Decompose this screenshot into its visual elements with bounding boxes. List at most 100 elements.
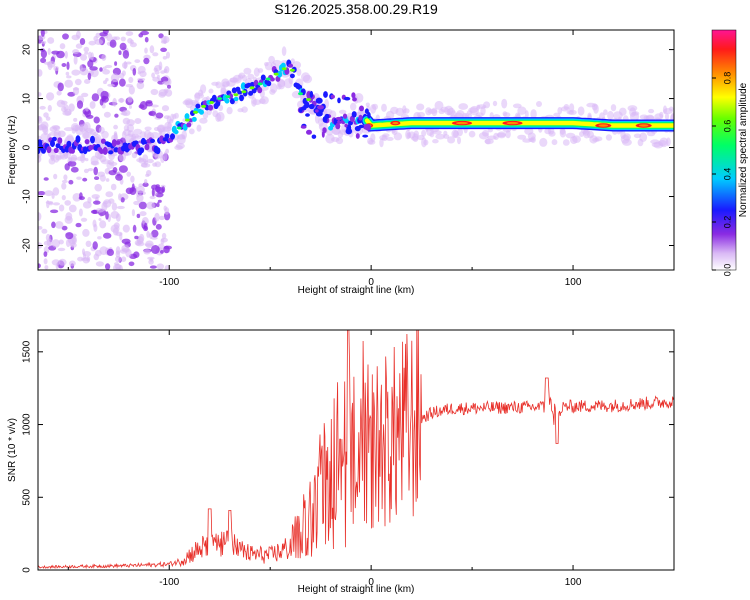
noise-blob [138,104,145,109]
noise-blob [103,80,107,85]
ridge-halo [141,163,151,168]
transition-blob [306,129,312,135]
ridge-halo [666,137,671,147]
ridge-halo [372,103,378,110]
noise-blob [57,82,64,92]
noise-blob [162,80,170,85]
ridge-cell [240,82,246,90]
noise-blob [65,212,73,221]
colorbar-gradient [711,29,737,271]
noise-blob [138,33,144,38]
noise-blob [73,117,78,122]
ridge-cell [233,96,239,102]
spectrogram-frame [37,29,675,271]
ridge-halo [421,129,427,137]
ridge-halo [416,103,425,111]
noise-blob [41,40,47,45]
transition-blob [365,124,372,131]
ridge-halo [49,131,60,136]
transition-blob [300,125,307,129]
noise-blob [100,90,109,100]
ridge-cell [199,109,204,115]
ridge-halo [484,138,494,145]
noise-blob [44,265,49,270]
noise-blob [118,72,125,79]
colorbar: 0.0 0.2 0.4 0.6 0.8 Normalized spectral ampl… [711,29,749,276]
transition-blob [342,113,348,119]
noise-blob [116,205,125,210]
ridge-halo [379,138,384,148]
noise-blob [85,240,92,247]
noise-blob [99,98,104,106]
transition-blob [315,109,319,113]
noise-blob [112,227,119,236]
noise-blob [114,61,118,66]
noise-blob [129,42,137,48]
ridge-halo [370,133,376,143]
noise-blob [126,119,135,127]
ridge-cell [164,133,170,139]
noise-blob [151,72,156,79]
noise-blob [145,173,150,177]
ridge-halo [226,106,233,115]
ridge-cell [335,122,341,130]
noise-blob [150,104,159,108]
noise-blob [137,77,146,82]
noise-blob [125,84,134,88]
transition-blob [311,134,317,139]
noise-blob [161,186,166,193]
noise-blob [88,51,92,60]
transition-blob [330,94,335,99]
transition-blob [355,133,360,139]
noise-blob [120,36,126,42]
ridge-cell [46,146,52,154]
noise-blob [82,177,88,182]
transition-blob [315,97,323,104]
ridge-halo [403,108,410,114]
ridge-halo [243,67,252,75]
noise-blob [155,223,162,230]
noise-blob [91,93,100,102]
noise-blob [152,76,160,82]
ridge-cell [155,147,161,155]
noise-blob [101,202,108,212]
noise-blob [163,205,167,211]
noise-blob [61,225,68,231]
ridge-halo [619,107,627,116]
noise-blob [83,46,90,53]
noise-blob [47,37,55,44]
ridge-halo [386,136,394,141]
noise-blob [121,256,127,263]
noise-blob [109,39,117,48]
noise-blob [70,242,77,248]
noise-blob [110,73,120,83]
ridge-cell [111,139,117,147]
noise-blob [47,48,51,55]
noise-blob [137,65,146,74]
band-hotspot-core [598,124,609,127]
ridge-halo [524,110,529,119]
transition-blob [317,105,324,110]
ridge-halo [480,106,486,116]
noise-blob [53,65,59,72]
noise-blob [98,218,102,221]
ridge-halo [350,102,357,111]
ridge-halo [530,136,536,143]
noise-blob [67,160,77,167]
ridge-halo [594,136,603,142]
noise-blob [82,228,90,237]
y-tick-label: -20 [22,238,33,253]
x-tick-label: -100 [159,577,179,588]
ridge-halo [664,113,670,120]
noise-blob [136,194,144,202]
x-tick-label: 100 [565,277,582,288]
noise-blob [46,238,53,247]
spectrogram-xlabel: Height of straight line (km) [298,285,415,296]
x-tick-label: 0 [368,277,374,288]
noise-blob [38,92,42,97]
noise-blob [161,105,170,112]
noise-blob [157,199,162,203]
noise-blob [88,40,97,46]
transition-blob [354,125,361,132]
